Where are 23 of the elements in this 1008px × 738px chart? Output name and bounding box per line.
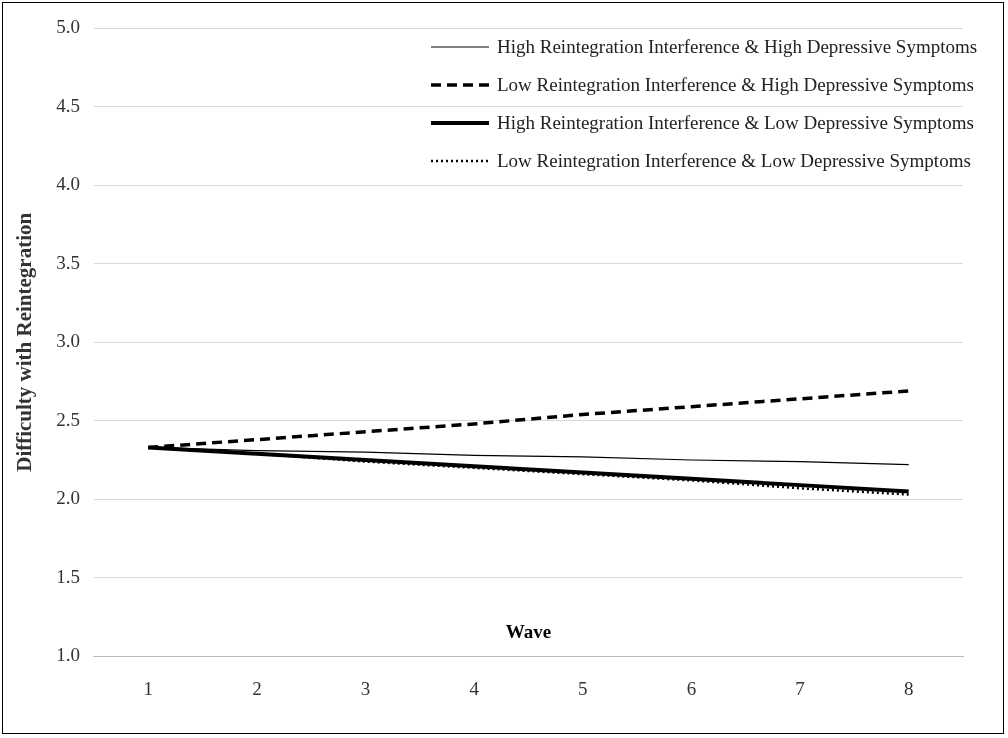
x-tick-label: 7 — [795, 677, 805, 699]
y-tick-label: 2.5 — [56, 408, 80, 430]
x-tick-label: 6 — [686, 677, 697, 699]
y-tick-label: 4.5 — [56, 94, 80, 116]
y-tick-label: 1.0 — [56, 644, 80, 666]
y-tick-label: 5.0 — [56, 16, 80, 38]
y-tick-label: 2.0 — [56, 487, 80, 509]
legend-label: Low Reintegration Interference & Low Depressive Symptoms — [497, 149, 971, 174]
x-tick-label: 5 — [578, 677, 588, 699]
y-tick-label: 3.0 — [56, 330, 80, 352]
x-axis-title: Wave — [505, 620, 552, 642]
y-tick-label: 1.5 — [56, 565, 80, 587]
y-tick-label: 4.0 — [56, 173, 80, 195]
y-axis-title: Difficulty with Reintegration — [12, 212, 37, 472]
x-tick-label: 4 — [469, 677, 480, 699]
legend-label: Low Reintegration Interference & High Depressive Symptoms — [497, 73, 974, 98]
legend-label: High Reintegration Interference & Low Depressive Symptoms — [497, 111, 974, 136]
legend-label: High Reintegration Interference & High Depressive Symptoms — [497, 35, 978, 60]
x-tick-label: 8 — [903, 677, 914, 699]
x-tick-label: 3 — [360, 677, 371, 699]
y-tick-label: 3.5 — [56, 251, 80, 273]
x-tick-label: 2 — [252, 677, 262, 699]
x-tick-label: 1 — [143, 677, 154, 699]
